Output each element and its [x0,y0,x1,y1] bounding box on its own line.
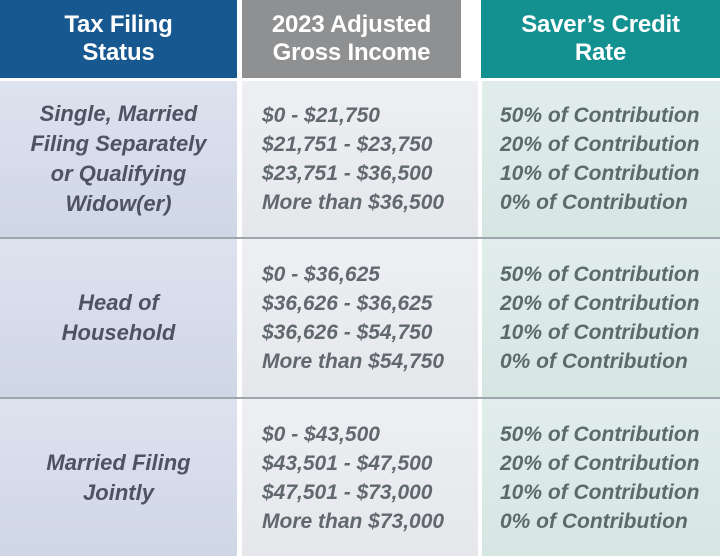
credit-rate-cell: 50% of Contribution 20% of Contribution … [482,399,720,556]
filing-status-cell: Single, Married Filing Separately or Qua… [0,81,237,237]
rate-line: 20% of Contribution [500,133,700,156]
agi-line: More than $73,000 [262,509,445,533]
credit-rate-cell: 50% of Contribution 20% of Contribution … [482,239,720,397]
status-line: Jointly [83,479,154,505]
header-tax-filing-status: Tax Filing Status [0,0,237,78]
header-adjusted-gross-income: 2023 Adjusted Gross Income [242,0,461,78]
agi-line: $36,626 - $54,750 [262,321,433,344]
header-line: Status [82,39,155,66]
agi-line: More than $54,750 [262,350,445,373]
status-line: Household [61,320,176,345]
status-line: Widow(er) [65,191,172,216]
header-line: Saver’s Credit [521,11,680,38]
agi-line: $0 - $36,625 [262,263,380,286]
rate-line: 50% of Contribution [500,422,700,446]
rate-line: 0% of Contribution [500,350,688,373]
status-line: Filing Separately [30,131,207,156]
table-row-single: Single, Married Filing Separately or Qua… [0,81,720,237]
header-line: Gross Income [272,39,431,66]
header-line: Rate [574,39,627,66]
status-line: or Qualifying [50,161,187,186]
status-line: Married Filing [46,449,191,475]
filing-status-cell: Head of Household [0,239,237,397]
rate-line: 20% of Contribution [500,451,700,475]
agi-cell: $0 - $43,500 $43,501 - $47,500 $47,501 -… [242,399,478,556]
rate-line: 0% of Contribution [500,191,688,214]
rate-line: 20% of Contribution [500,292,700,315]
header-line: 2023 Adjusted [271,11,432,38]
agi-line: $21,751 - $23,750 [262,133,433,156]
rate-line: 50% of Contribution [500,263,700,286]
agi-line: $43,501 - $47,500 [262,451,433,475]
agi-line: $23,751 - $36,500 [262,162,433,185]
header-savers-credit-rate: Saver’s Credit Rate [481,0,720,78]
rate-line: 0% of Contribution [500,509,688,533]
agi-cell: $0 - $21,750 $21,751 - $23,750 $23,751 -… [242,81,478,237]
agi-line: $0 - $43,500 [262,422,380,446]
rate-line: 50% of Contribution [500,104,700,127]
table-row-married-filing-jointly: Married Filing Jointly $0 - $43,500 $43,… [0,399,720,556]
rate-line: 10% of Contribution [500,480,700,504]
status-line: Head of [78,290,159,315]
agi-line: More than $36,500 [262,191,445,214]
row-divider [0,397,720,399]
agi-line: $47,501 - $73,000 [262,480,433,504]
rate-line: 10% of Contribution [500,162,700,185]
rate-line: 10% of Contribution [500,321,700,344]
agi-line: $36,626 - $36,625 [262,292,433,315]
agi-cell: $0 - $36,625 $36,626 - $36,625 $36,626 -… [242,239,478,397]
credit-rate-cell: 50% of Contribution 20% of Contribution … [482,81,720,237]
status-line: Single, Married [39,101,198,126]
row-divider [0,237,720,239]
table-row-head-of-household: Head of Household $0 - $36,625 $36,626 -… [0,239,720,397]
header-line: Tax Filing [64,11,173,38]
agi-line: $0 - $21,750 [262,104,380,127]
filing-status-cell: Married Filing Jointly [0,399,237,556]
